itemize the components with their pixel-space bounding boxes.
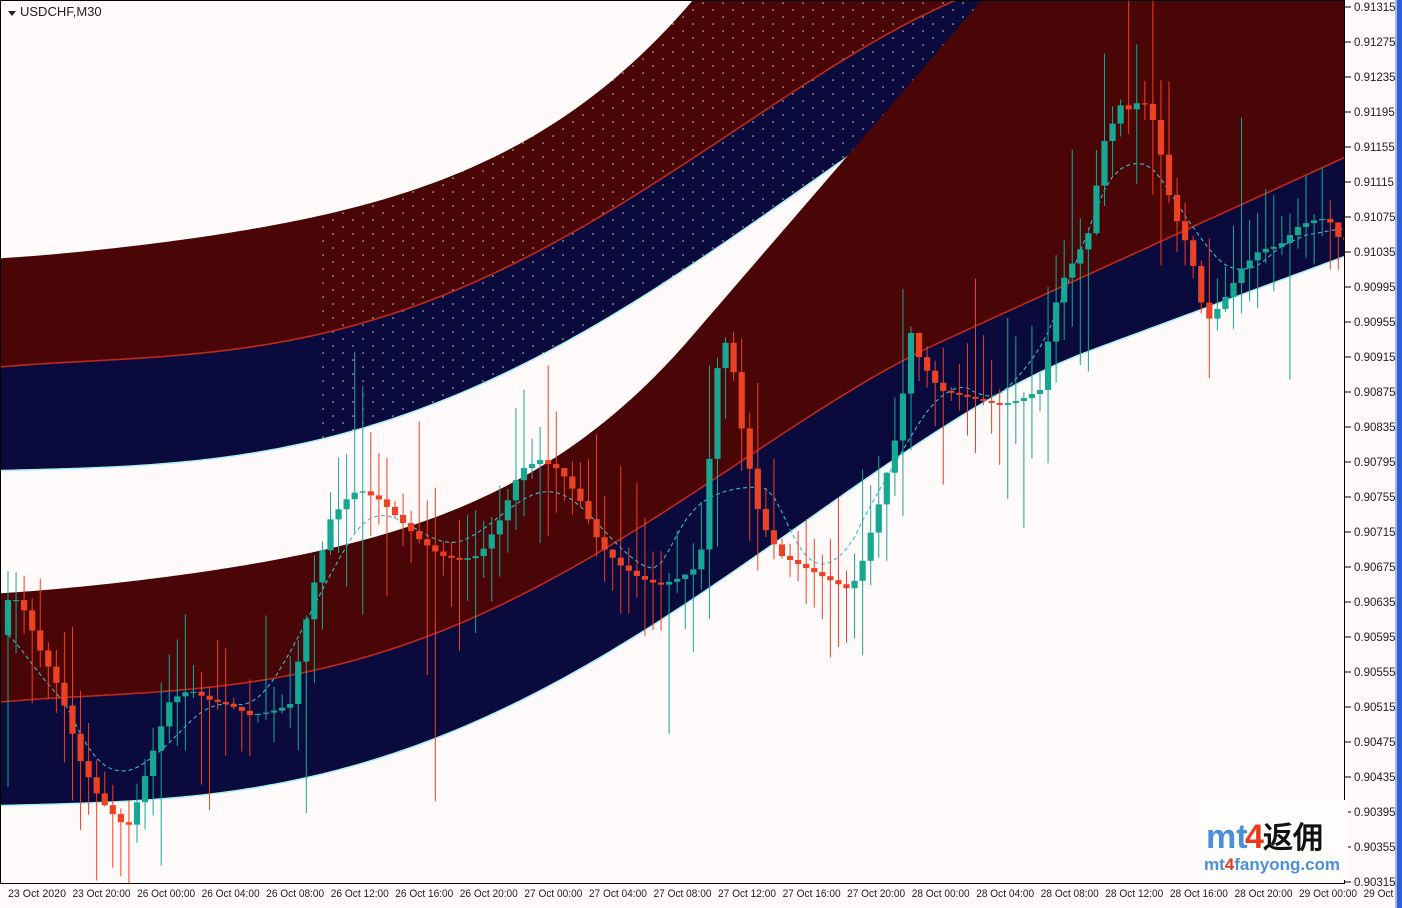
svg-text:mt: mt bbox=[1206, 818, 1248, 856]
svg-text:0.91235: 0.91235 bbox=[1354, 72, 1396, 84]
svg-text:28 Oct 16:00: 28 Oct 16:00 bbox=[1170, 888, 1228, 900]
svg-text:0.90795: 0.90795 bbox=[1354, 457, 1396, 469]
svg-text:26 Oct 20:00: 26 Oct 20:00 bbox=[460, 888, 518, 900]
svg-text:28 Oct 00:00: 28 Oct 00:00 bbox=[912, 888, 970, 900]
svg-text:23 Oct 2020: 23 Oct 2020 bbox=[8, 888, 66, 900]
svg-text:0.90355: 0.90355 bbox=[1354, 842, 1396, 854]
svg-text:26 Oct 16:00: 26 Oct 16:00 bbox=[395, 888, 453, 900]
svg-text:0.91315: 0.91315 bbox=[1354, 2, 1396, 14]
svg-text:0.90835: 0.90835 bbox=[1354, 422, 1396, 434]
svg-text:0.90755: 0.90755 bbox=[1354, 492, 1396, 504]
svg-text:0.91075: 0.91075 bbox=[1354, 212, 1396, 224]
svg-text:29 Oct 00:00: 29 Oct 00:00 bbox=[1299, 888, 1357, 900]
svg-text:0.91035: 0.91035 bbox=[1354, 247, 1396, 259]
svg-text:0.90515: 0.90515 bbox=[1354, 702, 1396, 714]
svg-text:0.90555: 0.90555 bbox=[1354, 667, 1396, 679]
svg-text:0.90395: 0.90395 bbox=[1354, 807, 1396, 819]
svg-text:27 Oct 16:00: 27 Oct 16:00 bbox=[783, 888, 841, 900]
svg-text:0.90915: 0.90915 bbox=[1354, 352, 1396, 364]
svg-text:26 Oct 08:00: 26 Oct 08:00 bbox=[266, 888, 324, 900]
svg-text:26 Oct 00:00: 26 Oct 00:00 bbox=[137, 888, 195, 900]
svg-text:23 Oct 20:00: 23 Oct 20:00 bbox=[73, 888, 131, 900]
svg-text:0.91195: 0.91195 bbox=[1354, 107, 1395, 119]
svg-text:26 Oct 12:00: 26 Oct 12:00 bbox=[331, 888, 389, 900]
svg-text:27 Oct 04:00: 27 Oct 04:00 bbox=[589, 888, 647, 900]
svg-text:0.90675: 0.90675 bbox=[1354, 562, 1396, 574]
svg-text:0.90955: 0.90955 bbox=[1354, 317, 1396, 329]
svg-text:0.90475: 0.90475 bbox=[1354, 737, 1396, 749]
svg-text:27 Oct 08:00: 27 Oct 08:00 bbox=[654, 888, 712, 900]
svg-text:返佣: 返佣 bbox=[1263, 822, 1323, 855]
svg-text:0.90435: 0.90435 bbox=[1354, 772, 1396, 784]
svg-text:28 Oct 08:00: 28 Oct 08:00 bbox=[1041, 888, 1099, 900]
svg-text:0.91115: 0.91115 bbox=[1354, 177, 1394, 189]
svg-text:4: 4 bbox=[1245, 818, 1264, 856]
svg-text:0.90995: 0.90995 bbox=[1354, 282, 1396, 294]
svg-text:0.90595: 0.90595 bbox=[1354, 632, 1396, 644]
svg-text:USDCHF,M30: USDCHF,M30 bbox=[20, 4, 102, 19]
svg-text:28 Oct 20:00: 28 Oct 20:00 bbox=[1235, 888, 1293, 900]
svg-text:27 Oct 00:00: 27 Oct 00:00 bbox=[524, 888, 582, 900]
svg-text:27 Oct 20:00: 27 Oct 20:00 bbox=[847, 888, 905, 900]
svg-text:28 Oct 12:00: 28 Oct 12:00 bbox=[1105, 888, 1163, 900]
svg-text:0.90875: 0.90875 bbox=[1354, 387, 1396, 399]
svg-text:0.90715: 0.90715 bbox=[1354, 527, 1396, 539]
svg-text:mt4fanyong.com: mt4fanyong.com bbox=[1204, 855, 1340, 874]
svg-text:28 Oct 04:00: 28 Oct 04:00 bbox=[976, 888, 1034, 900]
svg-text:0.91275: 0.91275 bbox=[1354, 37, 1396, 49]
svg-text:0.91155: 0.91155 bbox=[1354, 142, 1395, 154]
svg-text:0.90635: 0.90635 bbox=[1354, 597, 1396, 609]
svg-text:26 Oct 04:00: 26 Oct 04:00 bbox=[202, 888, 260, 900]
svg-text:27 Oct 12:00: 27 Oct 12:00 bbox=[718, 888, 776, 900]
